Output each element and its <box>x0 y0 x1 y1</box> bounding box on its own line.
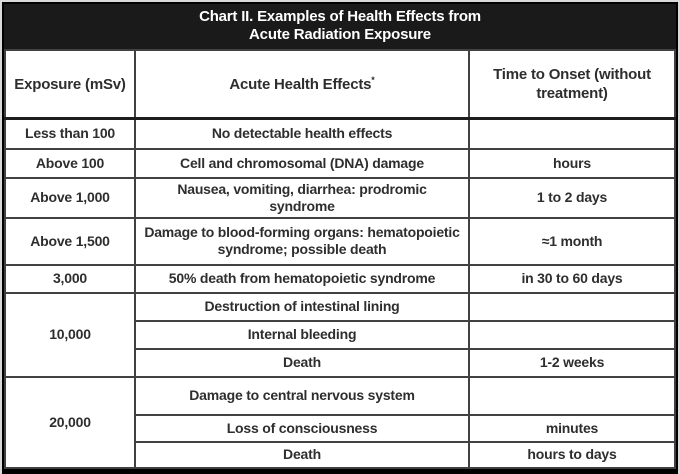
chart-title: Chart II. Examples of Health Effects fro… <box>4 4 676 49</box>
time-cell <box>468 291 676 322</box>
header-row: Exposure (mSv) Acute Health Effects* Tim… <box>4 49 676 120</box>
exposure-cell: Less than 100 <box>4 117 136 150</box>
footnote-marker: * <box>371 74 375 85</box>
time-cell: 1 to 2 days <box>468 176 676 219</box>
effect-cell: No detectable health effects <box>134 117 470 150</box>
effect-cell: Loss of consciousness <box>134 413 470 443</box>
table-row: 3,000 50% death from hematopoietic syndr… <box>4 263 676 294</box>
time-cell <box>468 375 676 416</box>
exposure-cell: 3,000 <box>4 263 136 294</box>
table-row: 20,000 Damage to central nervous system <box>4 375 676 469</box>
table-row: Internal bleeding <box>5 319 676 350</box>
table-row: Above 1,500 Damage to blood-forming orga… <box>4 216 676 266</box>
exposure-cell: Above 1,500 <box>4 216 136 266</box>
table-row: Above 1,000 Nausea, vomiting, diarrhea: … <box>4 176 676 219</box>
time-cell <box>468 319 676 350</box>
chart-title-line2: Acute Radiation Exposure <box>249 26 431 43</box>
time-cell: hours <box>468 147 676 179</box>
time-cell <box>468 117 676 150</box>
health-effects-table: Exposure (mSv) Acute Health Effects* Tim… <box>4 49 676 469</box>
time-cell: ≈1 month <box>468 216 676 266</box>
effect-cell: 50% death from hematopoietic syndrome <box>134 263 470 294</box>
effect-cell: Destruction of intestinal lining <box>134 291 470 322</box>
column-header-exposure: Exposure (mSv) <box>4 49 136 120</box>
table-row: Less than 100 No detectable health effec… <box>4 117 676 150</box>
exposure-cell: Above 100 <box>4 147 136 179</box>
table-row: Death 1-2 weeks <box>5 347 676 378</box>
exposure-cell: Above 1,000 <box>4 176 136 219</box>
effect-cell: Death <box>134 440 470 469</box>
time-cell: in 30 to 60 days <box>468 263 676 294</box>
exposure-cell: 20,000 <box>4 375 136 469</box>
effect-cell: Death <box>134 347 470 378</box>
table-row: 10,000 Destruction of intestinal lining <box>4 291 676 378</box>
effect-cell: Damage to central nervous system <box>134 375 470 416</box>
effect-cell: Cell and chromosomal (DNA) damage <box>134 147 470 179</box>
column-header-effects-label: Acute Health Effects <box>229 75 372 93</box>
chart-title-line1: Chart II. Examples of Health Effects fro… <box>199 8 481 25</box>
column-header-effects: Acute Health Effects* <box>134 49 470 120</box>
column-header-onset: Time to Onset (without treatment) <box>468 49 676 120</box>
table-row: Loss of consciousness minutes <box>5 413 676 443</box>
effect-cell: Damage to blood-forming organs: hematopo… <box>134 216 470 266</box>
exposure-cell: 10,000 <box>4 291 136 378</box>
time-cell: 1-2 weeks <box>468 347 676 378</box>
time-cell: hours to days <box>468 440 676 469</box>
table-row: Above 100 Cell and chromosomal (DNA) dam… <box>4 147 676 179</box>
time-cell: minutes <box>468 413 676 443</box>
effect-cell: Nausea, vomiting, diarrhea: prodromic sy… <box>134 176 470 219</box>
effect-cell: Internal bleeding <box>134 319 470 350</box>
